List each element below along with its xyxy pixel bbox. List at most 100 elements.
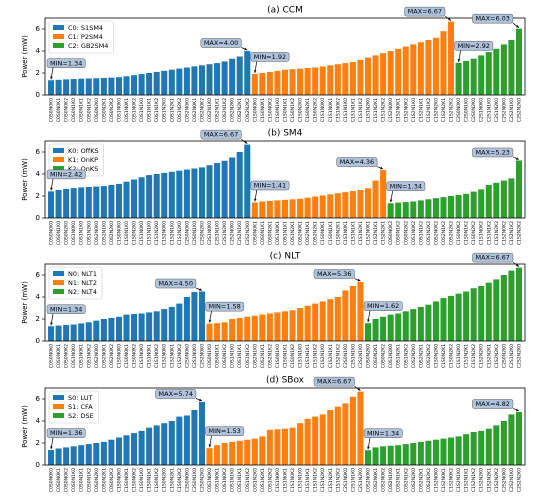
x-tick-label: C0S0N2K1 [373,344,379,368]
x-tick-label: C1S0N0K1 [124,468,130,492]
x-tick-label: C2S2N1K0 [237,221,243,245]
x-tick-label: C0S1N0K0 [207,468,213,492]
x-tick-label: C0S0N2K0 [64,221,70,245]
y-axis-label: Power (mW) [21,405,29,448]
x-tick-label: C1S2N0K0 [433,468,439,492]
x-tick-label: C1S2N2K1 [486,344,492,368]
bar [123,435,130,465]
x-tick-label: C1S2N1K2 [509,221,515,245]
x-tick-label: C1S1N0K2 [290,468,296,492]
bar [48,191,55,218]
x-tick-label: C1S0N1K2 [154,468,160,492]
x-tick-label: C1S0N2K1 [441,344,447,368]
x-tick-label: C0S1N1K1 [283,221,289,245]
bar [78,187,85,218]
annotation-label: MAX=6.67 [476,254,510,262]
x-tick-label: C1S0N2K2 [471,221,477,245]
x-tick-label: C0S0N0K2 [64,98,70,122]
axes-frame [44,140,526,219]
x-tick-label: C1S1N1K2 [313,468,319,492]
annotation-box [205,301,245,312]
x-tick-label: C1S1N2K1 [373,98,379,122]
x-tick-label: C0S0N2K2 [109,98,115,122]
x-tick-label: C0S0N0K2 [64,344,70,368]
bar [440,197,447,218]
annotation-arrowhead [516,263,519,267]
annotation-box [472,399,514,409]
x-tick-label: C0S0N0K2 [388,221,394,245]
bar [138,177,145,218]
bar [425,304,432,341]
legend-swatch [53,148,64,153]
x-tick-label: C1S0N1K0 [275,344,281,368]
bar [281,428,289,465]
subplot-title: (a) CCM [267,6,303,16]
bar [93,186,100,218]
annotation-label: MIN=1.53 [209,427,241,435]
x-tick-label: C1S2N2K1 [441,98,447,122]
y-axis-label: Power (mW) [21,158,29,201]
x-tick-label: C1S0N0K1 [260,98,266,122]
x-tick-label: C0S0N1K1 [215,344,221,368]
x-tick-label: C1S1N1K0 [343,98,349,122]
bar [153,311,160,341]
bar [463,193,470,218]
bar [448,437,455,465]
x-tick-label: C0S2N0K0 [366,468,372,492]
x-tick-label: C0S1N0K1 [215,468,221,492]
x-tick-label: C0S2N0K2 [381,468,387,492]
annotation-box [336,157,378,167]
annotation-box [155,278,197,289]
bar [221,443,228,465]
bar [448,295,455,341]
bar [161,172,168,218]
bar [440,298,447,341]
bar [274,312,281,341]
x-tick-label: C1S1N2K1 [358,221,364,245]
annotation: MIN=1.34 [363,428,403,450]
bar [470,432,477,465]
bar [432,301,439,341]
bar [63,447,70,465]
bar [100,441,107,465]
x-tick-label: C1S2N1K0 [411,98,417,122]
bar [485,282,492,341]
x-tick-label: C0S2N1K2 [441,221,447,245]
annotation-arrowhead [357,387,361,391]
bar [432,198,439,218]
legend-label: S1: CFA [68,403,93,411]
annotation-label: MAX=4.50 [159,280,193,288]
annotation-box [363,301,403,311]
annotation-arrowhead [50,76,53,80]
bar [115,183,122,218]
axes-frame [44,263,526,342]
x-tick-label: C2S0N0K0 [456,98,462,122]
x-tick-label: C2S0N0K0 [184,468,190,492]
bar [470,288,477,341]
annotation-box [200,38,242,48]
x-tick-label: C1S1N1K1 [350,221,356,245]
x-tick-label: C1S2N0K2 [177,344,183,368]
bar [470,191,477,218]
annotation-arrowhead [380,166,384,170]
bar [485,52,492,95]
x-tick-label: C1S1N1K1 [305,344,311,368]
bar [297,423,304,465]
bar [70,446,77,465]
legend-label: S0: LUT [68,394,93,402]
bar [327,194,334,218]
x-tick-label: C0S0N1K0 [56,221,62,245]
x-tick-label: C1S2N1K0 [169,221,175,245]
bar [55,325,62,341]
x-tick-label: C2S0N1K0 [192,221,198,245]
x-tick-label: C0S2N1K0 [207,98,213,122]
bar [410,201,417,218]
bar [327,410,334,465]
bar [93,78,100,95]
y-tick-label: 2 [36,192,40,200]
x-tick-label: C0S1N0K0 [71,344,77,368]
bar [485,428,492,465]
bar [372,447,379,465]
annotation: MAX=6.67 [200,129,248,144]
x-tick-label: C1S1N1K2 [358,98,364,122]
